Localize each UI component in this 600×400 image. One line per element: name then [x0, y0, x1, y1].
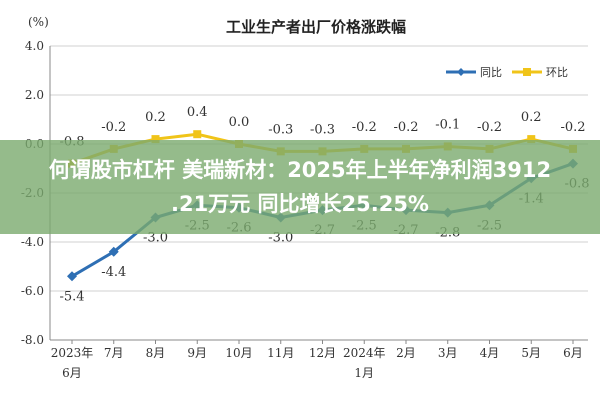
data-label: -4.4 [101, 265, 126, 280]
data-label: 0.0 [229, 115, 250, 130]
data-label: -0.2 [477, 120, 502, 135]
data-label: -0.2 [352, 120, 377, 135]
legend: 同比 环比 [446, 66, 568, 79]
data-label: -5.4 [59, 289, 84, 304]
legend-marker [457, 68, 465, 76]
data-label: -0.2 [101, 120, 126, 135]
x-tick-label: 8月 [146, 346, 166, 360]
x-tick-label: 7月 [104, 346, 124, 360]
x-tick-label: 2024年 [343, 346, 386, 360]
data-label: -0.3 [268, 122, 293, 137]
data-point-marker [108, 246, 119, 257]
y-tick-label: -8.0 [21, 333, 44, 347]
x-tick-label: 10月 [225, 346, 252, 360]
x-tick-label: 6月 [62, 366, 82, 380]
x-tick-label: 11月 [267, 346, 294, 360]
data-label: 0.2 [521, 110, 542, 125]
data-point-marker [151, 135, 160, 144]
y-tick-label: 4.0 [25, 39, 44, 53]
y-tick-label: -6.0 [21, 284, 44, 298]
data-label: -3.0 [268, 231, 293, 246]
x-tick-label: 2023年 [51, 346, 94, 360]
data-label: -0.2 [393, 120, 418, 135]
x-tick-label: 5月 [521, 346, 541, 360]
headline-banner[interactable]: 何谓股市杠杆 美瑞新材：2025年上半年净利润3912 .21万元 同比增长25… [0, 140, 600, 234]
legend-label: 环比 [546, 66, 568, 79]
headline-line-1: 何谓股市杠杆 美瑞新材：2025年上半年净利润3912 [48, 158, 552, 182]
y-unit-label: (%) [28, 15, 49, 29]
y-tick-label: 2.0 [25, 88, 44, 102]
data-point-marker [193, 130, 202, 139]
x-tick-label: 9月 [187, 346, 207, 360]
data-label: -0.3 [310, 122, 335, 137]
y-tick-label: -4.0 [21, 235, 44, 249]
data-label: -0.2 [560, 120, 585, 135]
x-tick-label: 4月 [480, 346, 500, 360]
legend-marker [523, 68, 531, 76]
chart-title: 工业生产者出厂价格涨跌幅 [226, 18, 406, 36]
x-tick-label: 2月 [396, 346, 416, 360]
data-label: -3.0 [143, 231, 168, 246]
data-label: 0.4 [187, 105, 208, 120]
x-tick-label: 1月 [354, 366, 374, 380]
x-tick-label: 6月 [563, 346, 583, 360]
data-point-marker [67, 271, 77, 282]
legend-label: 同比 [480, 66, 502, 79]
x-tick-label: 3月 [438, 346, 458, 360]
x-tick-label: 12月 [309, 346, 336, 360]
x-tick-labels: 2023年 6月 7月 8月 9月 10月 11月 12月 2024年 1月 2月 3月 4月 5月 6月 [51, 346, 583, 380]
data-point-marker [527, 135, 536, 144]
data-label: 0.2 [145, 110, 166, 125]
data-label: -0.1 [435, 117, 460, 132]
headline-line-2: .21万元 同比增长25.25% [171, 192, 429, 216]
